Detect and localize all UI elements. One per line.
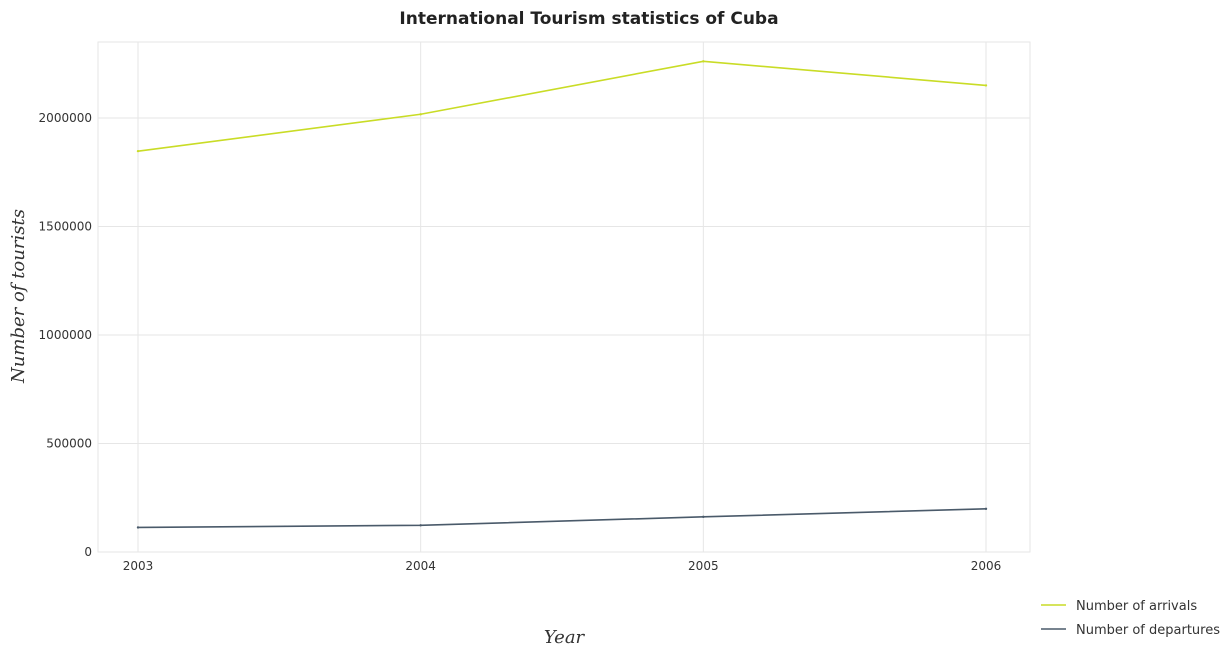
- series: [136, 60, 988, 529]
- plot-border: [97, 41, 1031, 553]
- data-point: [984, 507, 988, 511]
- y-tick-label: 2000000: [39, 111, 92, 125]
- x-tick-label: 2003: [123, 559, 154, 573]
- data-point: [136, 149, 140, 153]
- data-point: [984, 84, 988, 87]
- data-point: [702, 60, 705, 63]
- series-line-departures: [137, 508, 987, 529]
- legend: Number of arrivals Number of departures: [1041, 599, 1220, 638]
- x-tick-label: 2006: [971, 559, 1002, 573]
- y-axis-title: Number of tourists: [8, 209, 29, 384]
- y-tick-label: 1000000: [39, 328, 92, 342]
- grid: [97, 41, 1031, 553]
- data-point: [702, 515, 705, 519]
- y-tick-label: 1500000: [39, 219, 92, 233]
- data-point: [419, 524, 422, 527]
- chart-title: International Tourism statistics of Cuba: [399, 9, 778, 29]
- legend-label: Number of departures: [1076, 623, 1220, 638]
- data-point: [136, 526, 140, 529]
- axes: 0 500000 1000000 1500000 2000000 2003 2004 2005…: [39, 111, 1002, 573]
- y-tick-label: 0: [84, 545, 92, 559]
- x-axis-title: Year: [544, 627, 586, 648]
- data-point: [419, 113, 422, 116]
- y-tick-label: 500000: [46, 436, 92, 450]
- x-tick-label: 2005: [688, 559, 719, 573]
- series-line-arrivals: [137, 60, 987, 152]
- x-tick-label: 2004: [405, 559, 436, 573]
- legend-label: Number of arrivals: [1076, 599, 1197, 614]
